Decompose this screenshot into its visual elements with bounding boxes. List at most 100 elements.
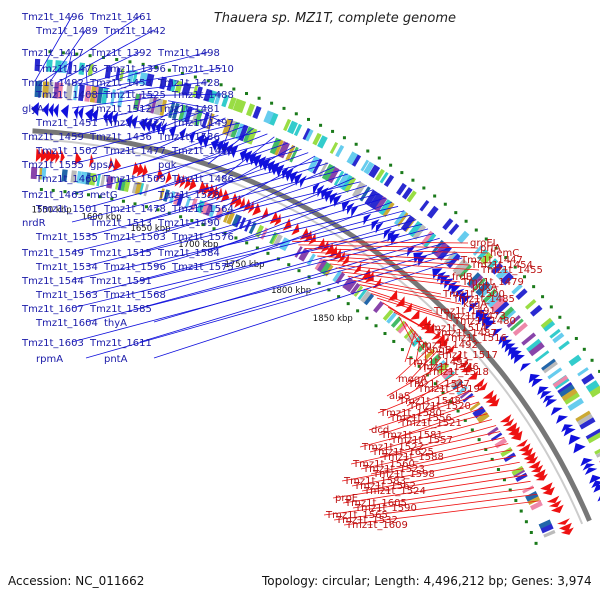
cog-ring-inner-block	[96, 174, 101, 187]
reverse-genes-arrow	[108, 156, 114, 171]
reverse-label-line	[332, 468, 524, 499]
ring-dot	[383, 332, 387, 336]
forward-gene-label: Tmz1t_1585	[89, 304, 152, 315]
gc-ring-block	[375, 168, 385, 182]
gc-ring-block	[585, 380, 600, 393]
reverse-gene-label: engB	[426, 345, 452, 356]
cog-ring-inner-block	[522, 485, 535, 494]
cog-ring-inner-block	[476, 411, 490, 424]
cog-ring-inner-block	[143, 184, 149, 197]
cog-ring-outer-block	[468, 274, 484, 289]
cog-ring-outer-block	[466, 272, 481, 287]
ring-dot	[417, 364, 421, 368]
reverse-genes-arrow	[35, 148, 43, 163]
gc-ring-block	[549, 328, 561, 339]
forward-genes-arrow	[267, 160, 276, 174]
cog-ring-inner-block	[406, 330, 419, 344]
cog-ring-inner-block	[487, 426, 499, 437]
cog-ring-outer-block	[521, 332, 537, 346]
gc-ring-block	[104, 66, 112, 79]
reverse-gene-label: Tmz1t_1532	[335, 515, 398, 526]
ring-dot	[389, 163, 393, 167]
gc-ring-block	[472, 245, 484, 256]
ring-dot	[255, 246, 259, 250]
ring-dot	[441, 391, 445, 395]
gc-ring-block	[195, 86, 203, 100]
gc-ring-block	[174, 80, 183, 94]
gc-ring-block	[448, 223, 460, 236]
reverse-label-line	[379, 425, 497, 458]
reverse-gene-label: Tmz1t_1493	[406, 357, 469, 368]
reverse-label-line	[347, 275, 442, 295]
cog-ring-inner-block	[119, 178, 127, 192]
reverse-gene-label: Tmz1t_1500	[442, 289, 505, 300]
reverse-label-line	[369, 419, 493, 453]
cog-ring-outer-block	[101, 87, 109, 105]
kbp-tick-label: 1650 kbp	[130, 224, 170, 234]
ring-dot	[454, 211, 458, 215]
reverse-genes-arrow	[155, 167, 164, 182]
cog-ring-inner-block	[459, 389, 471, 399]
forward-genes-arrow	[341, 200, 351, 212]
reverse-gene-label: Tmz1t_1514	[424, 323, 487, 334]
gc-ring-block	[529, 304, 543, 317]
forward-gene-label: gpsA	[90, 160, 115, 171]
ring-dot	[257, 96, 261, 100]
ring-dot	[574, 336, 578, 340]
reverse-gene-label: Tmz1t_1522	[361, 442, 424, 453]
cog-ring-inner-block	[175, 193, 184, 207]
reverse-genes-arrow	[165, 170, 172, 184]
cog-ring-inner-block	[248, 221, 257, 235]
reverse-gene-label: Tmz1t_1485	[452, 294, 515, 305]
gc-ring-block	[252, 105, 262, 119]
reverse-gene-label: Tmz1t_1492	[415, 340, 478, 351]
reverse-genes-arrow	[206, 184, 216, 198]
forward-genes-arrow	[542, 395, 555, 404]
gc-ring-block	[127, 69, 135, 83]
forward-gene-label: Tmz1t_1427	[103, 118, 166, 129]
forward-label-line	[85, 214, 411, 295]
reverse-genes-arrow	[461, 362, 472, 373]
cog-ring-outer-block	[512, 322, 528, 336]
cog-ring-inner-block	[416, 341, 429, 353]
forward-genes-arrow	[550, 407, 563, 416]
ring-dot	[190, 219, 194, 223]
cog-ring-outer-block	[506, 314, 521, 328]
reverse-genes-arrow	[515, 439, 528, 447]
gc-ring-block	[283, 118, 292, 132]
forward-genes-arrow	[53, 103, 59, 118]
ring-dot	[366, 149, 370, 153]
ring-dot	[443, 202, 447, 206]
ring-dot	[234, 236, 238, 240]
cog-ring-inner-block	[106, 175, 114, 189]
ring-dot	[484, 447, 488, 451]
forward-label-line	[71, 122, 240, 165]
forward-label-line	[42, 15, 141, 82]
reverse-genes-arrow	[132, 161, 141, 176]
forward-genes-arrow	[561, 424, 574, 433]
reverse-gene-label: Tmz1t_1487	[434, 328, 497, 339]
cog-ring-outer-block	[452, 258, 467, 274]
forward-gene-label: Tmz1t_1509	[103, 174, 166, 185]
ring-dot	[392, 339, 396, 343]
reverse-genes-arrow	[550, 504, 564, 513]
ring-dot	[484, 237, 488, 241]
forward-genes-arrow	[537, 386, 549, 396]
forward-gene-label: rpmA	[36, 354, 63, 365]
genome-summary: Topology: circular; Length: 4,496,212 bp…	[262, 574, 592, 588]
forward-label-line	[207, 127, 254, 165]
gc-ring-block	[335, 144, 345, 158]
forward-genes-arrow	[210, 138, 220, 152]
reverse-label-line	[365, 288, 433, 312]
reverse-genes-arrow	[434, 333, 445, 344]
forward-genes-arrow	[239, 148, 248, 162]
cog-ring-inner	[30, 166, 556, 538]
cog-ring-inner-block	[429, 353, 442, 366]
reverse-genes-arrow	[540, 482, 553, 492]
cog-ring-outer-block	[269, 137, 281, 155]
forward-genes-arrow	[73, 105, 79, 120]
reverse-label-line	[387, 384, 466, 419]
ring-dot	[317, 281, 321, 285]
ring-dot	[456, 409, 460, 413]
forward-gene-label: Tmz1t_1568	[103, 290, 166, 301]
